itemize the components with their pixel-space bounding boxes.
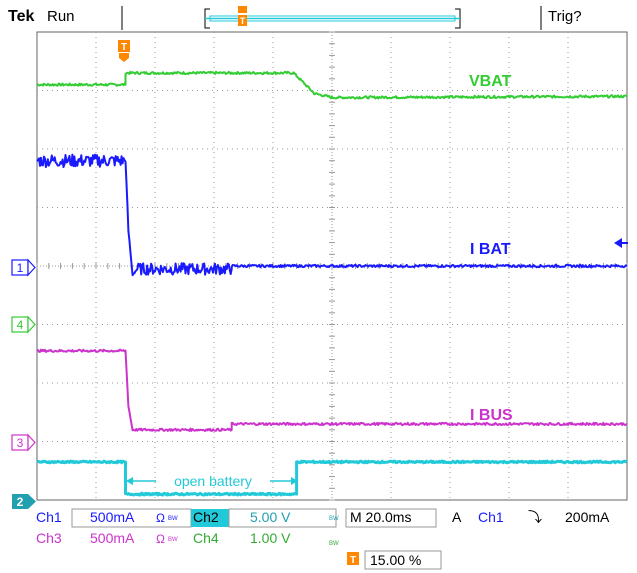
header-trigger-marker: T xyxy=(238,6,247,26)
ch2-bw: BW xyxy=(329,516,339,522)
ch3-ohm: Ω xyxy=(156,532,165,546)
run-state: Run xyxy=(47,8,75,25)
series-line-vbat xyxy=(36,70,628,100)
ch2-name[interactable]: Ch2 xyxy=(193,509,219,525)
trigger-position-icon-letter: T xyxy=(350,555,356,566)
trigger-position-box xyxy=(364,550,442,570)
label-vbat: VBAT xyxy=(469,73,512,90)
trigger-status: Trig? xyxy=(548,8,582,25)
ch2-scale-box xyxy=(228,508,337,528)
ch2-scale: 5.00 V xyxy=(250,509,291,525)
trigger-position-marker[interactable]: T xyxy=(118,40,130,62)
timebase-box xyxy=(345,508,437,528)
ch4-name[interactable]: Ch4 xyxy=(193,530,219,546)
ch4-scale: 1.00 V xyxy=(250,530,291,546)
series-line-i-bus xyxy=(36,348,628,432)
trigger-level-arrow[interactable] xyxy=(614,238,622,248)
ch1-ohm: Ω xyxy=(156,511,165,525)
readout-panel: Ch1 500mA Ω BW Ch2 5.00 V BW M 20.0ms A … xyxy=(36,508,610,570)
channel-4-marker[interactable]: 4 xyxy=(11,315,36,334)
ch2-name-box xyxy=(191,509,229,527)
label-ibus: I BUS xyxy=(470,407,513,424)
channel-2-marker[interactable]: 2 xyxy=(12,494,36,509)
ch1-bw: BW xyxy=(168,516,178,522)
trigger-position: 15.00 % xyxy=(370,552,421,568)
trigger-position-icon xyxy=(347,552,359,565)
trigger-slope: ⤵ xyxy=(528,509,542,525)
trigger-marker-letter: T xyxy=(121,42,127,53)
trigger-mode: A xyxy=(452,509,462,525)
channel-1-marker[interactable]: 1 xyxy=(11,258,36,277)
brand-label: Tek xyxy=(8,8,34,25)
ch3-bw: BW xyxy=(168,537,178,543)
channel-4-marker-label: 4 xyxy=(17,318,24,332)
open-battery-annotation: open battery xyxy=(126,473,298,489)
ch1-scale: 500mA xyxy=(90,509,135,525)
timebase: M 20.0ms xyxy=(350,509,411,525)
channel-3-marker[interactable]: 3 xyxy=(11,433,36,452)
header-trigger-letter: T xyxy=(240,16,246,26)
channel-2-marker-label: 2 xyxy=(17,495,24,509)
series-line-ch2 xyxy=(36,459,628,497)
record-position-bar[interactable] xyxy=(204,8,461,29)
ch1-name[interactable]: Ch1 xyxy=(36,509,62,525)
trigger-source: Ch1 xyxy=(478,509,504,525)
trigger-level: 200mA xyxy=(565,509,610,525)
traces xyxy=(36,70,628,497)
label-ibat: I BAT xyxy=(470,241,511,258)
channel-1-marker-label: 1 xyxy=(17,261,24,275)
channel-3-marker-label: 3 xyxy=(17,436,24,450)
ch3-scale: 500mA xyxy=(90,530,135,546)
series-line-i-bat xyxy=(36,153,628,277)
ch4-bw: BW xyxy=(329,541,339,547)
record-window xyxy=(209,15,456,22)
open-battery-label: open battery xyxy=(174,473,252,489)
ch3-name[interactable]: Ch3 xyxy=(36,530,62,546)
